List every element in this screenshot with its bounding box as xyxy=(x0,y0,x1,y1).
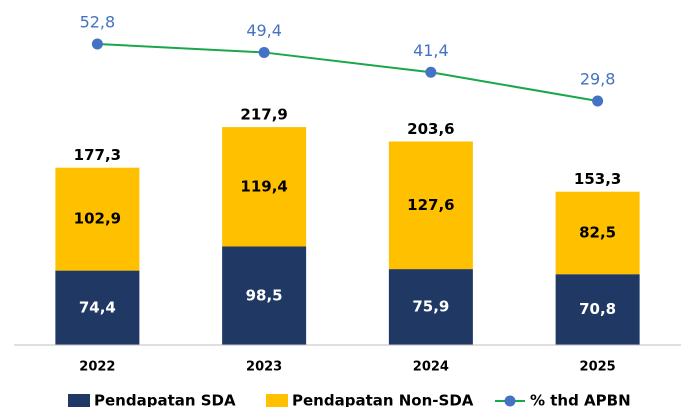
x-tick-label: 2022 xyxy=(79,360,115,375)
total-label: 153,3 xyxy=(574,170,621,188)
legend-label: Pendapatan SDA xyxy=(94,392,236,407)
value-label: 119,4 xyxy=(240,177,287,195)
total-label: 177,3 xyxy=(74,146,121,164)
legend-swatch xyxy=(266,394,288,407)
bar-segment xyxy=(55,167,140,271)
bar-segment xyxy=(555,274,640,345)
bar-segment xyxy=(222,127,307,247)
value-label: 127,6 xyxy=(407,196,454,214)
line-value-label: 29,8 xyxy=(580,70,616,89)
x-tick-label: 2023 xyxy=(246,360,282,375)
value-label: 75,9 xyxy=(412,298,449,316)
x-tick-label: 2025 xyxy=(580,360,616,375)
value-label: 74,4 xyxy=(79,298,116,316)
legend-label: % thd APBN xyxy=(530,392,631,407)
bar-segment xyxy=(555,191,640,275)
line-marker xyxy=(425,66,437,78)
line-marker xyxy=(91,38,103,50)
bar-segment xyxy=(55,270,140,345)
value-label: 70,8 xyxy=(579,300,616,318)
legend-swatch xyxy=(68,394,90,407)
line-marker xyxy=(258,46,270,58)
total-label: 217,9 xyxy=(240,106,287,124)
line-value-label: 52,8 xyxy=(80,13,116,32)
value-label: 82,5 xyxy=(579,223,616,241)
line-marker xyxy=(592,95,604,107)
total-label: 203,6 xyxy=(407,120,454,138)
bar-segment xyxy=(388,141,473,270)
bar-segment xyxy=(388,269,473,345)
line-value-label: 41,4 xyxy=(413,41,449,60)
x-tick-label: 2024 xyxy=(413,360,449,375)
value-label: 98,5 xyxy=(246,286,283,304)
legend-marker xyxy=(504,395,516,407)
legend-label: Pendapatan Non-SDA xyxy=(292,392,474,407)
line-value-label: 49,4 xyxy=(246,21,282,40)
bar-segment xyxy=(222,246,307,345)
value-label: 102,9 xyxy=(74,210,121,228)
line xyxy=(97,43,598,103)
